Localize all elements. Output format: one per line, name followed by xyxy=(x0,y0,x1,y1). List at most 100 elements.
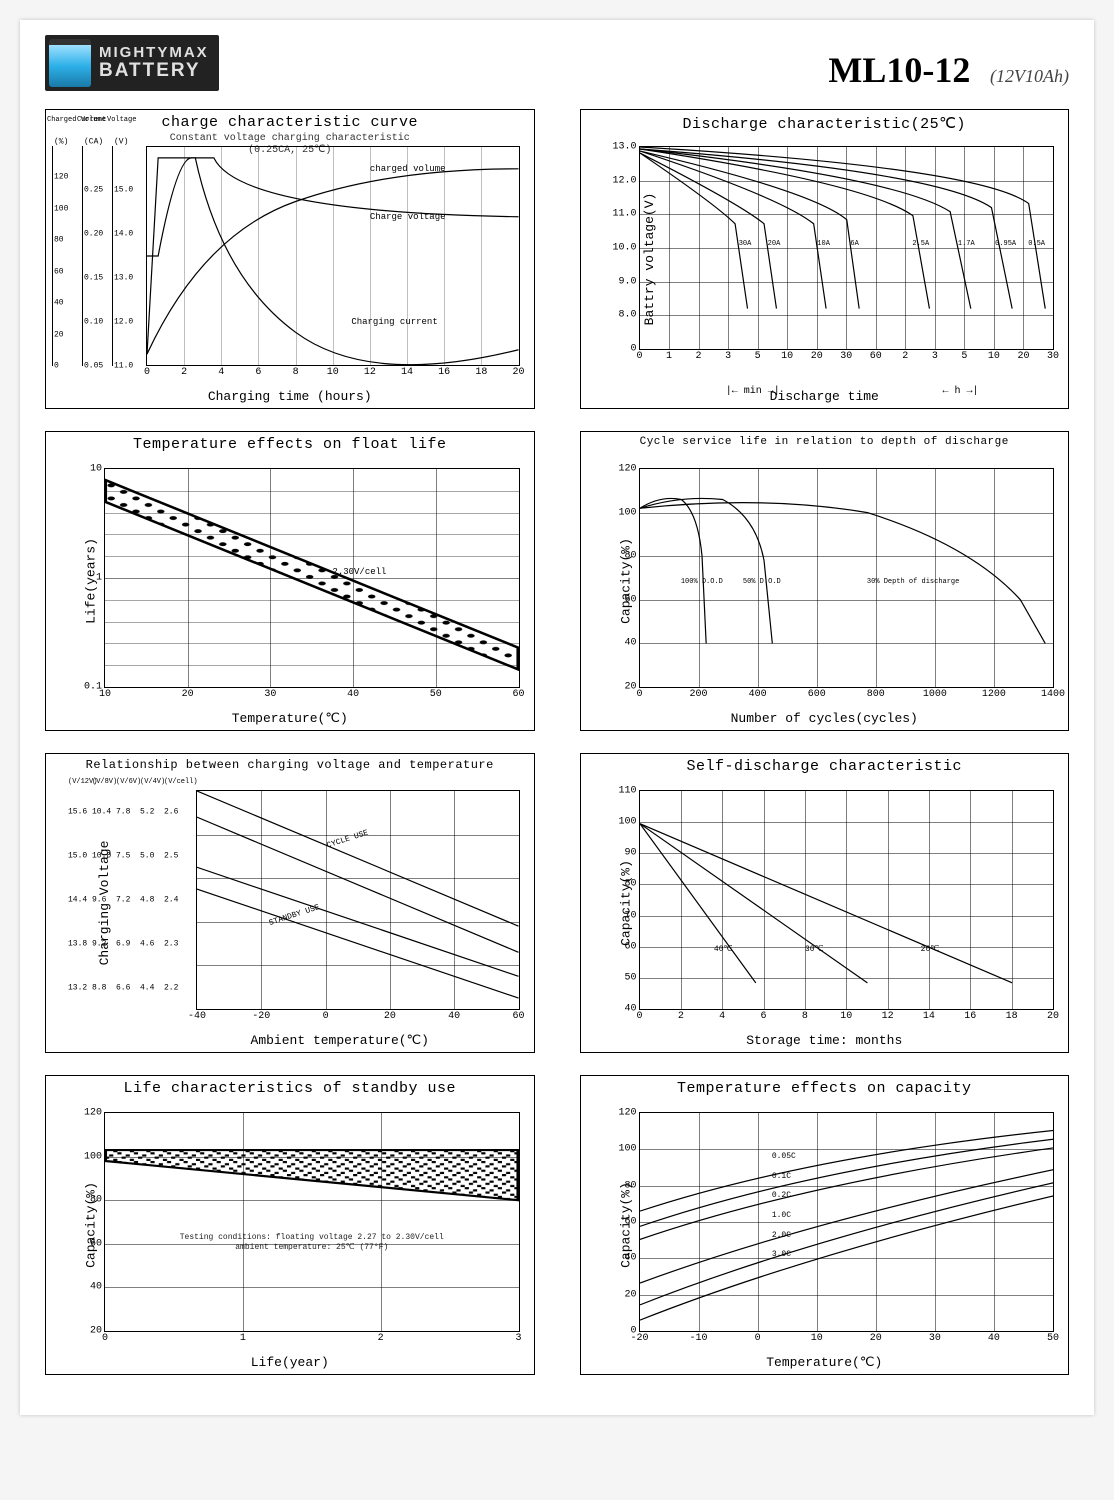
x-tick: 10 xyxy=(99,689,111,700)
y-tick: 60 xyxy=(624,941,636,952)
chart-self-discharge: Self-discharge characteristic Capacity(%… xyxy=(580,753,1070,1053)
x-tick: 10 xyxy=(840,1011,852,1022)
y-tick: 10.0 xyxy=(612,243,636,254)
x-tick: 0 xyxy=(755,1333,761,1344)
y-tick: 60 xyxy=(624,594,636,605)
x-tick: 8 xyxy=(802,1011,808,1022)
x-tick: 40 xyxy=(347,689,359,700)
y-tick: 120 xyxy=(618,464,636,475)
y-tick: 60 xyxy=(90,1238,102,1249)
y-tick: 70 xyxy=(624,910,636,921)
x-tick: 0 xyxy=(636,351,642,362)
x-tick: 60 xyxy=(870,351,882,362)
datasheet-page: MIGHTYMAX BATTERY ML10-12 (12V10Ah) char… xyxy=(20,20,1094,1415)
y-tick: 120 xyxy=(618,1108,636,1119)
y-tick: 13.0 xyxy=(612,142,636,153)
x-label: Life(year) xyxy=(46,1355,534,1370)
y-tick: 11.0 xyxy=(612,209,636,220)
x-tick: 20 xyxy=(182,689,194,700)
test-note: Testing conditions: floating voltage 2.2… xyxy=(167,1233,456,1252)
y-tick: 12.0 xyxy=(612,175,636,186)
x-tick: 600 xyxy=(808,689,826,700)
x-tick: 1400 xyxy=(1041,689,1065,700)
chart-voltage-temp: Relationship between charging voltage an… xyxy=(45,753,535,1053)
model-number: ML10-12 xyxy=(828,50,970,90)
x-tick: 3 xyxy=(725,351,731,362)
plot-area: 1201008060402002004006008001000120014001… xyxy=(639,468,1055,688)
chart-title: Temperature effects on capacity xyxy=(581,1076,1069,1099)
y-tick: 9.0 xyxy=(618,276,636,287)
y-tick: 20 xyxy=(624,1289,636,1300)
x-label: Temperature(℃) xyxy=(581,1355,1069,1370)
y-tick: 80 xyxy=(624,551,636,562)
plot-area: 02468101214161820charged volumeCharge vo… xyxy=(146,146,520,366)
x-tick: 1000 xyxy=(923,689,947,700)
chart-float-life: Temperature effects on float life Life(y… xyxy=(45,431,535,731)
logo-line2: BATTERY xyxy=(99,61,209,81)
y-tick: 40 xyxy=(624,1004,636,1015)
multi-y-axis: Charged Volume(%)120100806040200Current(… xyxy=(52,146,142,366)
x-tick: 40 xyxy=(988,1333,1000,1344)
y-tick: 100 xyxy=(618,507,636,518)
x-tick: 2 xyxy=(378,1333,384,1344)
chart-cycle-life: Cycle service life in relation to depth … xyxy=(580,431,1070,731)
plot-area: 120100806040200-20-10010203040500.05C0.1… xyxy=(639,1112,1055,1332)
x-tick: 10 xyxy=(988,351,1000,362)
model-block: ML10-12 (12V10Ah) xyxy=(828,49,1069,91)
x-tick: 2 xyxy=(696,351,702,362)
x-label: Storage time: months xyxy=(581,1033,1069,1048)
x-tick: 400 xyxy=(749,689,767,700)
x-tick: 20 xyxy=(1047,1011,1059,1022)
x-tick: 30 xyxy=(1047,351,1059,362)
chart-standby-life: Life characteristics of standby use Capa… xyxy=(45,1075,535,1375)
battery-icon xyxy=(49,39,91,87)
y-tick: 100 xyxy=(84,1151,102,1162)
x-tick: 1 xyxy=(666,351,672,362)
time-scale: |← min →| ← h →| xyxy=(639,385,1055,386)
y-tick: 80 xyxy=(624,1180,636,1191)
chart-discharge: Discharge characteristic(25℃) Battry vol… xyxy=(580,109,1070,409)
header: MIGHTYMAX BATTERY ML10-12 (12V10Ah) xyxy=(45,35,1069,91)
x-tick: 14 xyxy=(923,1011,935,1022)
x-tick: 4 xyxy=(719,1011,725,1022)
y-tick: 100 xyxy=(618,817,636,828)
x-tick: 2 xyxy=(678,1011,684,1022)
chart-title: Cycle service life in relation to depth … xyxy=(581,432,1069,450)
chart-temp-capacity: Temperature effects on capacity Capacity… xyxy=(580,1075,1070,1375)
y-tick: 80 xyxy=(624,879,636,890)
plot-area: 2.30V/cell 1010.1102030405060 xyxy=(104,468,520,688)
y-tick: 120 xyxy=(84,1108,102,1119)
logo-line1: MIGHTYMAX xyxy=(99,45,209,61)
y-tick: 40 xyxy=(90,1282,102,1293)
chart-title: Discharge characteristic(25℃) xyxy=(581,110,1069,135)
x-tick: 5 xyxy=(961,351,967,362)
y-tick: 90 xyxy=(624,848,636,859)
curves-svg xyxy=(197,791,519,1009)
y-tick: 40 xyxy=(624,638,636,649)
plot-area: 13.012.011.010.09.08.0001235102030602351… xyxy=(639,146,1055,350)
y-label: Capacity(%) xyxy=(618,860,633,946)
band-label: 2.30V/cell xyxy=(332,567,386,577)
chart-grid: charge characteristic curve Constant vol… xyxy=(45,109,1069,1375)
y-tick: 20 xyxy=(624,682,636,693)
y-tick: 110 xyxy=(618,786,636,797)
x-tick: 20 xyxy=(1017,351,1029,362)
chart-title: Self-discharge characteristic xyxy=(581,754,1069,777)
x-tick: 5 xyxy=(755,351,761,362)
chart-title: Relationship between charging voltage an… xyxy=(46,754,534,774)
x-tick: -20 xyxy=(630,1333,648,1344)
x-label: Discharge time xyxy=(581,389,1069,404)
chart-title: Life characteristics of standby use xyxy=(46,1076,534,1099)
x-tick: 18 xyxy=(1006,1011,1018,1022)
chart-charge-curve: charge characteristic curve Constant vol… xyxy=(45,109,535,409)
x-tick: 60 xyxy=(512,689,524,700)
x-tick: 30 xyxy=(840,351,852,362)
y-tick: 80 xyxy=(90,1195,102,1206)
x-tick: 50 xyxy=(430,689,442,700)
x-tick: 50 xyxy=(1047,1333,1059,1344)
x-tick: 30 xyxy=(929,1333,941,1344)
y-tick: 60 xyxy=(624,1217,636,1228)
y-tick: 50 xyxy=(624,972,636,983)
x-tick: 200 xyxy=(690,689,708,700)
x-tick: 3 xyxy=(515,1333,521,1344)
